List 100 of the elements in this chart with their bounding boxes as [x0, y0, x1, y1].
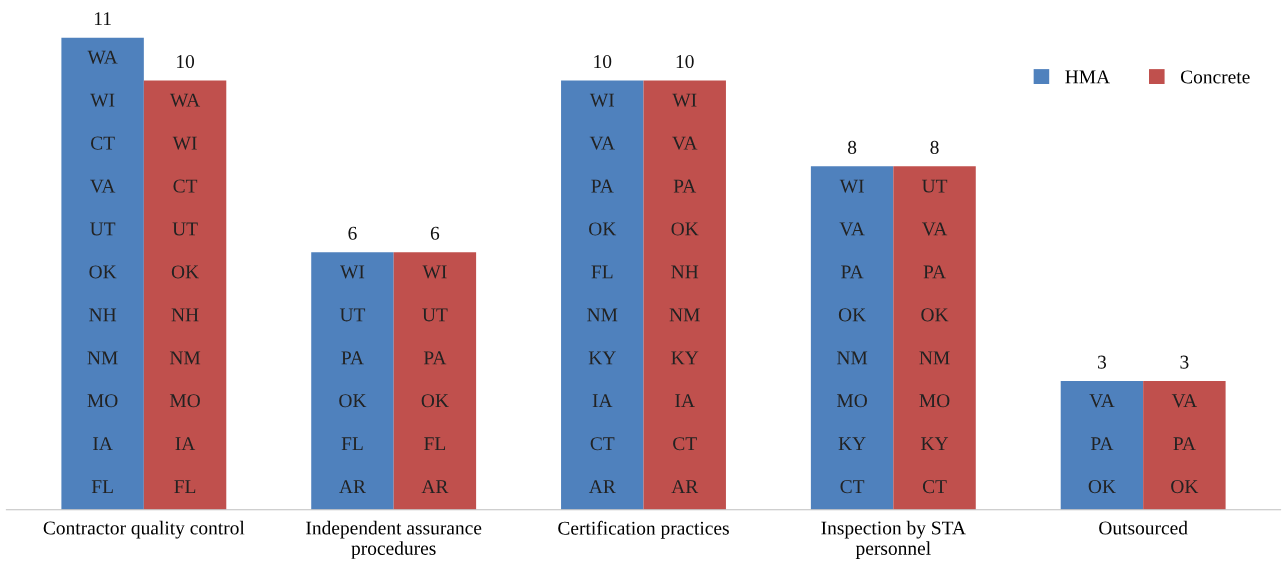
annotation: WI — [589, 93, 615, 107]
bar — [143, 80, 227, 510]
bar — [810, 166, 894, 510]
annotation: VA — [1171, 394, 1198, 408]
annotation: PA — [423, 351, 447, 365]
data-label: 10 — [594, 54, 612, 69]
annotation: KY — [838, 437, 866, 451]
legend-label: Concrete — [1180, 70, 1250, 84]
bar — [893, 166, 976, 510]
data-label: 6 — [430, 226, 440, 240]
data-label: 3 — [1098, 355, 1107, 369]
annotation: UT — [922, 179, 948, 193]
annotation: VA — [90, 179, 116, 193]
annotation: NM — [919, 351, 950, 365]
annotation: OK — [838, 308, 866, 322]
annotation: OK — [671, 222, 699, 236]
annotation: VA — [589, 136, 615, 150]
bar — [393, 252, 477, 510]
annotation: NM — [87, 351, 118, 365]
bar — [643, 80, 726, 510]
data-label: 8 — [930, 140, 939, 154]
annotation: CT — [922, 480, 947, 494]
annotation: FL — [591, 265, 613, 279]
annotation: VA — [839, 222, 865, 236]
annotation: AR — [421, 480, 449, 493]
annotation: NH — [671, 265, 699, 279]
x-tick-label: Certification practices — [558, 520, 729, 539]
annotation: OK — [1088, 480, 1116, 494]
data-label: 10 — [177, 54, 195, 69]
annotation: UT — [339, 308, 366, 322]
annotation: OK — [1171, 480, 1199, 494]
annotation: WI — [422, 265, 447, 279]
annotation: IA — [675, 394, 695, 408]
annotation: MO — [837, 394, 867, 408]
annotation: PA — [673, 179, 697, 193]
annotation: FL — [424, 437, 446, 451]
annotation: CT — [673, 437, 697, 451]
annotation: KY — [588, 351, 616, 365]
annotation: MO — [169, 394, 200, 408]
annotation: FL — [91, 480, 113, 493]
annotation: UT — [90, 222, 116, 236]
annotation: WI — [839, 179, 864, 193]
annotation: PA — [923, 265, 946, 279]
bar — [1060, 380, 1144, 510]
data-label: 3 — [1180, 355, 1189, 369]
annotation: NM — [669, 308, 700, 322]
annotation: NM — [837, 351, 868, 365]
annotation: FL — [341, 437, 363, 451]
annotation: KY — [921, 437, 949, 451]
annotation: OK — [589, 222, 617, 236]
annotation: PA — [1173, 437, 1196, 451]
data-label: 10 — [676, 54, 694, 69]
x-tick-label: Outsourced — [1099, 520, 1188, 535]
annotation: NM — [587, 308, 618, 322]
annotation: MO — [919, 394, 950, 408]
annotation: AR — [588, 480, 616, 493]
annotation: CT — [590, 437, 615, 451]
annotation: UT — [172, 222, 198, 236]
annotation: OK — [339, 394, 367, 408]
annotation: CT — [173, 179, 198, 193]
annotation: WA — [87, 50, 118, 64]
annotation: OK — [421, 394, 449, 408]
bar — [561, 80, 644, 510]
annotation: VA — [921, 222, 948, 236]
annotation: PA — [841, 265, 864, 279]
annotation: IA — [93, 437, 113, 451]
data-label: 8 — [847, 140, 857, 154]
data-label: 11 — [94, 12, 111, 25]
annotation: NH — [89, 308, 117, 322]
annotation: AR — [339, 480, 366, 493]
annotation: AR — [671, 480, 699, 493]
legend-label: HMA — [1065, 70, 1110, 84]
annotation: UT — [422, 308, 448, 322]
annotation: KY — [671, 351, 699, 365]
x-tick-label: Inspection by STA personnel — [821, 520, 966, 559]
annotation: OK — [89, 265, 117, 279]
bar — [311, 252, 394, 510]
annotation: WI — [172, 136, 197, 150]
annotation: WI — [90, 93, 115, 107]
annotation: CT — [91, 136, 115, 150]
data-label: 6 — [348, 226, 357, 240]
annotation: VA — [672, 136, 698, 150]
annotation: OK — [171, 265, 199, 279]
annotation: NH — [171, 308, 199, 322]
annotation: PA — [341, 351, 364, 365]
annotation: MO — [87, 394, 118, 408]
x-tick-label: Contractor quality control — [43, 520, 245, 539]
annotation: FL — [174, 480, 196, 493]
annotation: PA — [1090, 437, 1114, 451]
x-tick-label: Independent assurance procedures — [306, 520, 482, 559]
annotation: IA — [592, 394, 613, 408]
annotation: VA — [1089, 394, 1115, 408]
annotation: WI — [672, 93, 697, 107]
annotation: OK — [921, 308, 949, 322]
bar — [61, 37, 144, 510]
annotation: WA — [169, 93, 201, 107]
annotation: IA — [175, 437, 196, 451]
annotation: WI — [340, 265, 365, 279]
annotation: NM — [169, 351, 201, 365]
annotation: CT — [840, 480, 865, 494]
